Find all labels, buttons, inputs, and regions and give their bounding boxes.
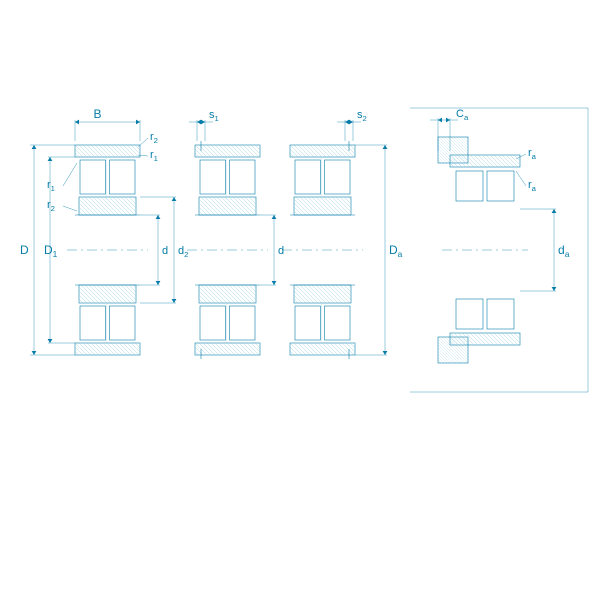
svg-text:D: D	[20, 243, 29, 257]
svg-text:D1: D1	[44, 243, 58, 259]
svg-text:r1: r1	[150, 149, 158, 163]
svg-text:r1: r1	[47, 179, 55, 193]
svg-text:Ca: Ca	[456, 108, 469, 122]
bearing-drawing: Br2 r1 r1 r2 D D1 d d2 s1 d s2 Da Ca ra ra da	[0, 0, 600, 600]
svg-text:r2: r2	[47, 199, 55, 213]
svg-text:ra: ra	[528, 147, 537, 161]
svg-text:r2: r2	[150, 131, 158, 145]
svg-text:B: B	[94, 107, 102, 121]
svg-text:d: d	[278, 245, 284, 257]
svg-text:s1: s1	[209, 109, 219, 123]
bearing-svg: Br2 r1 r1 r2 D D1 d d2 s1 d s2 Da Ca ra ra da	[0, 0, 600, 600]
svg-text:ra: ra	[528, 179, 537, 193]
svg-text:d2: d2	[178, 245, 188, 259]
svg-text:d: d	[162, 245, 168, 257]
svg-text:da: da	[558, 243, 570, 259]
svg-text:s2: s2	[357, 109, 367, 123]
svg-text:Da: Da	[389, 243, 403, 259]
